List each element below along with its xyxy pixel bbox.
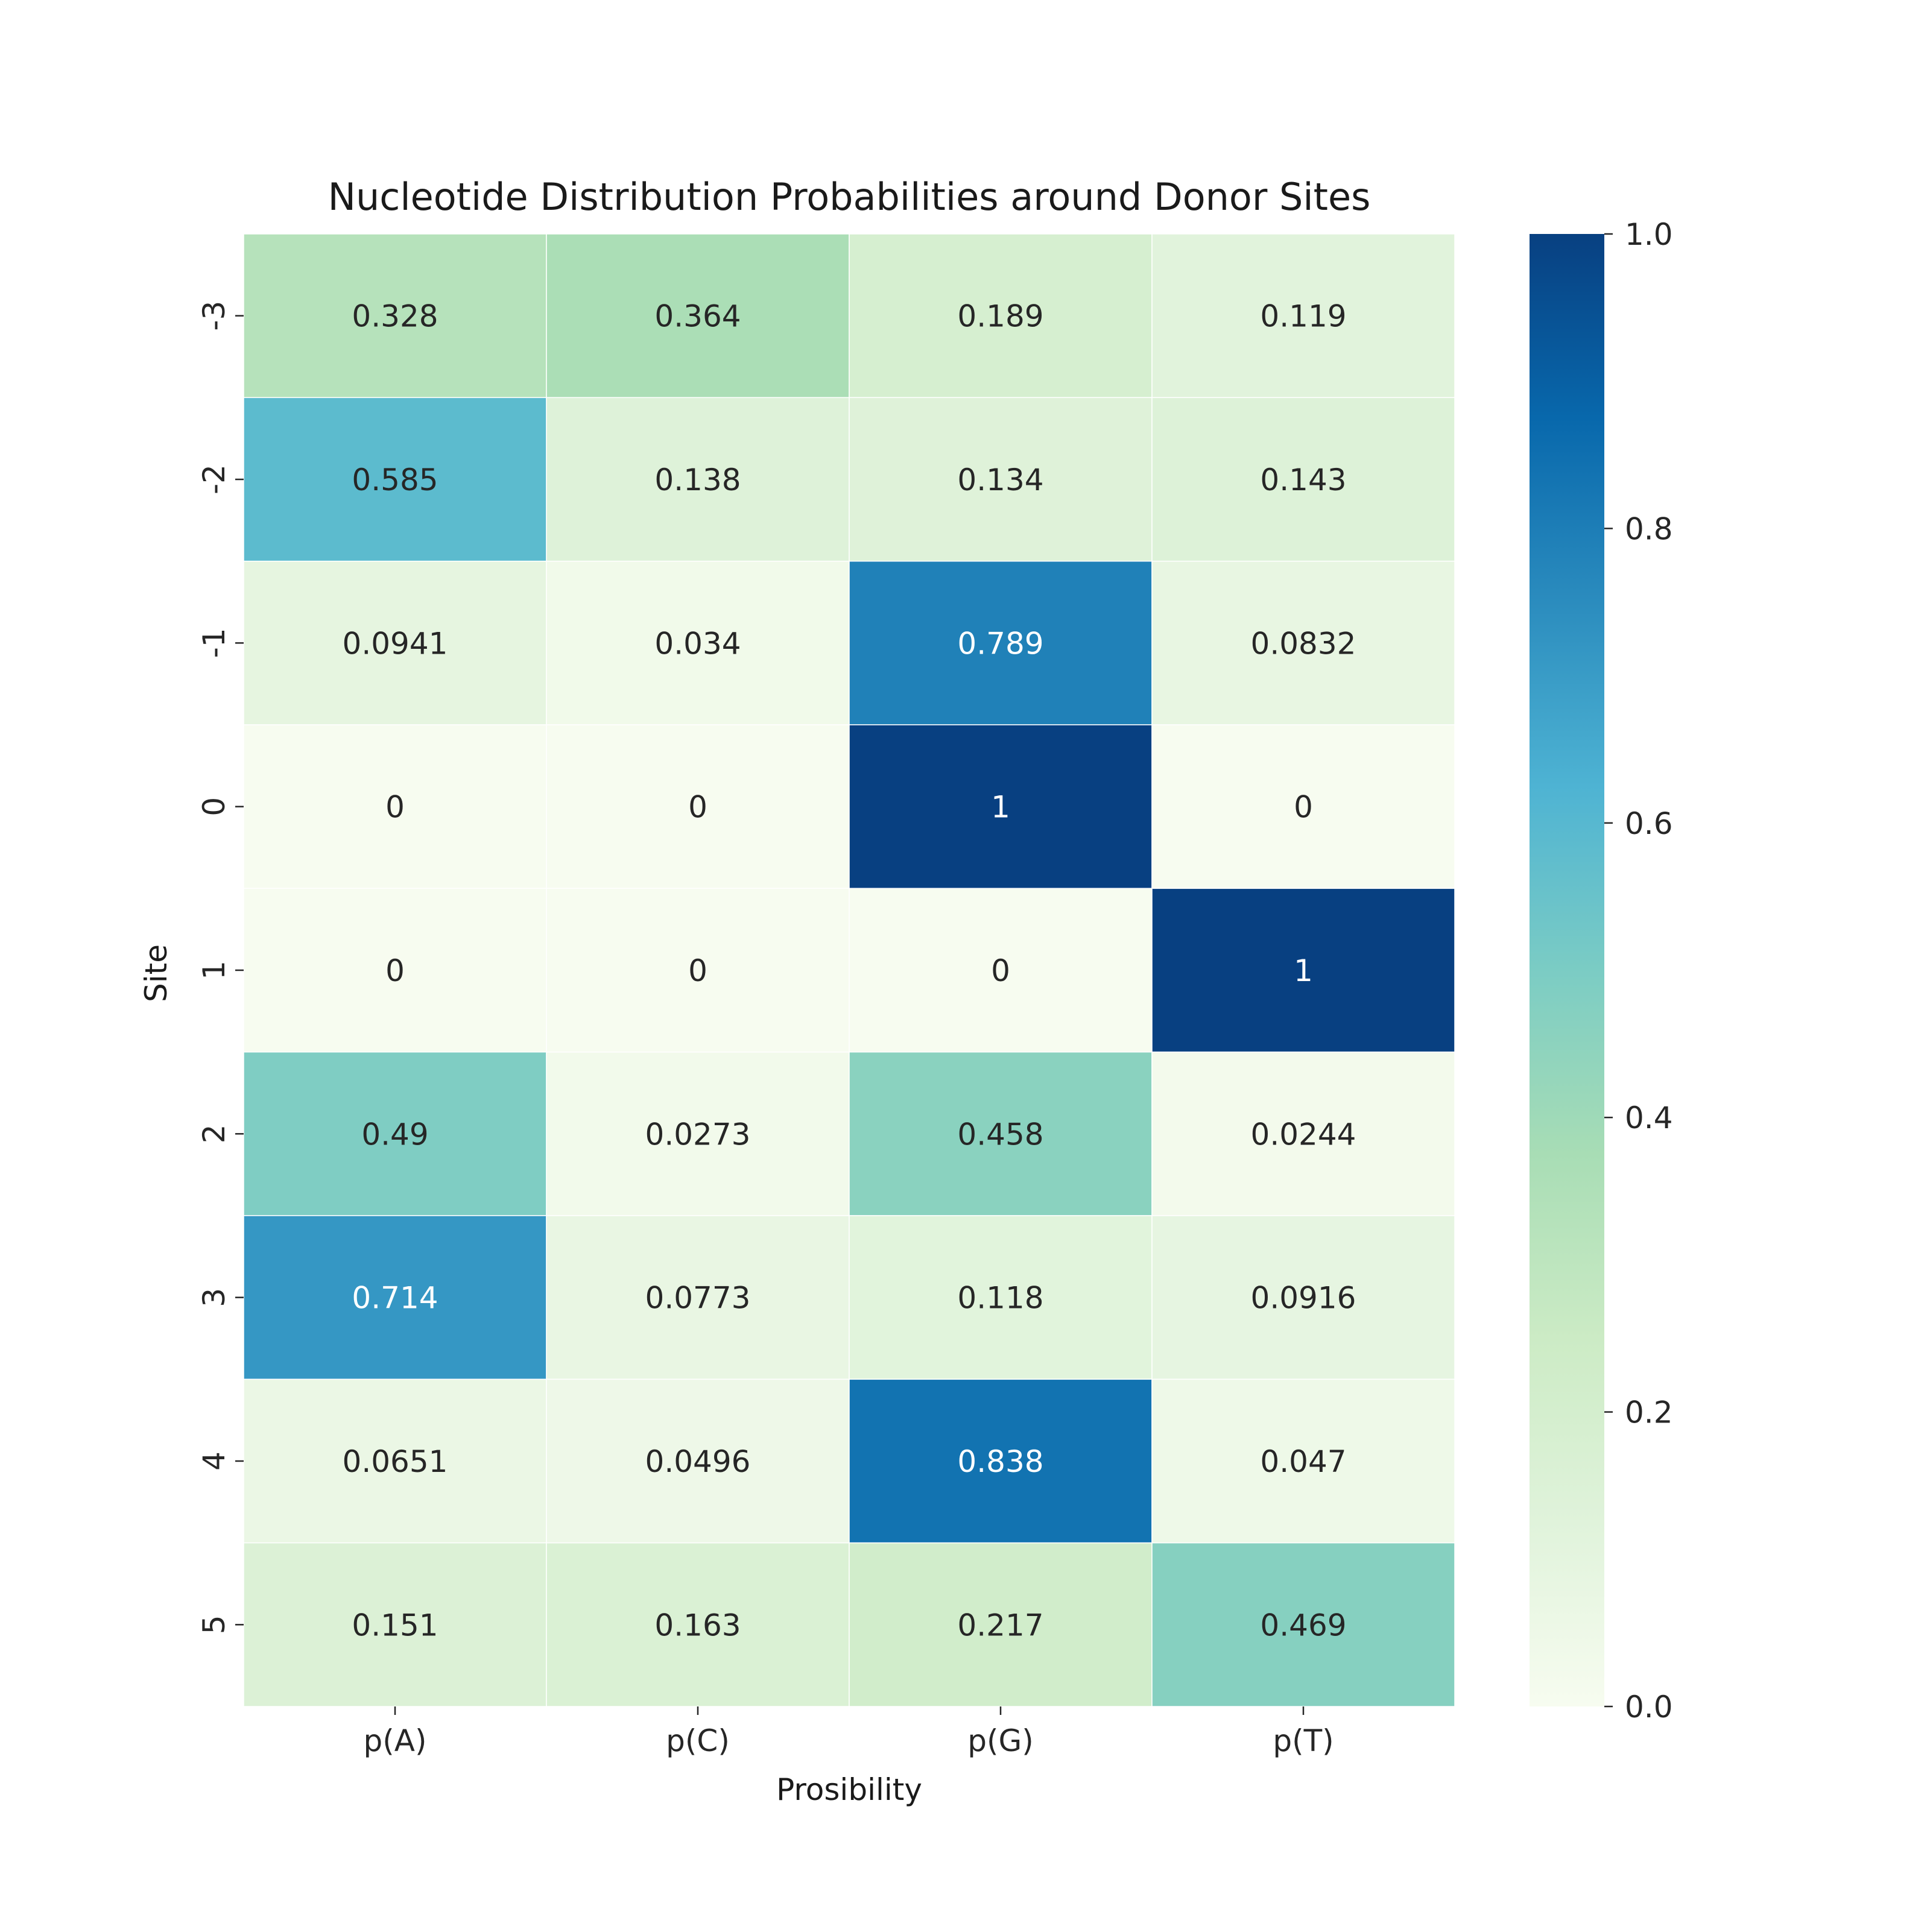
colorbar-tick-label: 0.0 (1625, 1690, 1673, 1725)
cell-value-label: 0.151 (352, 1608, 438, 1643)
heatmap-cells: 0.328 0.364 0.189 0.119 0.585 0.138 0.134 0.143… (243, 233, 1455, 1707)
colorbar-tick-label: 0.4 (1625, 1100, 1673, 1135)
heatmap-cell (243, 1378, 547, 1544)
cell-value-label: 0.585 (352, 462, 438, 497)
heatmap-cell (243, 1051, 547, 1216)
colorbar-tick-label: 0.8 (1625, 511, 1673, 546)
y-tick-label: -3 (197, 301, 232, 331)
cell-value-label: 0.0651 (343, 1444, 448, 1479)
heatmap-cell (1151, 1051, 1455, 1216)
cell-value-label: 0.328 (352, 299, 438, 334)
cell-value-label: 0.138 (654, 462, 741, 497)
heatmap-cell (849, 1542, 1153, 1707)
cell-value-label: 0 (1294, 790, 1313, 825)
heatmap-cell (1151, 397, 1455, 562)
heatmap-cell (546, 397, 850, 562)
cell-value-label: 1 (991, 790, 1010, 825)
cell-value-label: 0.134 (957, 462, 1043, 497)
cell-value-label: 0.0273 (645, 1117, 751, 1152)
y-tick-label: 2 (197, 1124, 232, 1143)
heatmap-cell (546, 724, 850, 889)
heatmap-cell (546, 1542, 850, 1707)
heatmap-cell (1151, 560, 1455, 725)
heatmap-cell (1151, 1542, 1455, 1707)
colorbar-tick-label: 1.0 (1625, 217, 1673, 252)
heatmap-cell (243, 1215, 547, 1380)
x-tick-label: p(G) (967, 1723, 1034, 1758)
y-tick-label: 0 (197, 797, 232, 816)
cell-value-label: 0.119 (1260, 299, 1346, 334)
heatmap-cell (243, 888, 547, 1053)
heatmap-cell (546, 233, 850, 399)
cell-value-label: 0.163 (654, 1608, 741, 1643)
colorbar-tick-label: 0.6 (1625, 806, 1673, 841)
heatmap-cell (1151, 888, 1455, 1053)
cell-value-label: 0.034 (654, 626, 741, 661)
y-tick-label: 4 (197, 1451, 232, 1471)
heatmap-cell (546, 888, 850, 1053)
cell-value-label: 0 (385, 953, 405, 988)
y-axis-label: Site (139, 944, 174, 1002)
y-tick-label: 1 (197, 961, 232, 980)
cell-value-label: 0.047 (1260, 1444, 1346, 1479)
cell-value-label: 0.458 (957, 1117, 1043, 1152)
cell-value-label: 0.189 (957, 299, 1043, 334)
cell-value-label: 1 (1294, 953, 1313, 988)
cell-value-label: 0.118 (957, 1281, 1043, 1316)
cell-value-label: 0.469 (1260, 1608, 1346, 1643)
heatmap-cell (546, 1051, 850, 1216)
heatmap-cell (849, 724, 1153, 889)
heatmap-cell (1151, 233, 1455, 399)
cell-value-label: 0.714 (352, 1281, 438, 1316)
x-tick-label: p(T) (1273, 1723, 1334, 1758)
y-tick-label: -1 (197, 628, 232, 658)
cell-value-label: 0.217 (957, 1608, 1043, 1643)
cell-value-label: 0.0773 (645, 1281, 751, 1316)
cell-value-label: 0.364 (654, 299, 741, 334)
colorbar-tick-label: 0.2 (1625, 1395, 1673, 1430)
heatmap-cell (849, 1215, 1153, 1380)
x-tick-label: p(C) (666, 1723, 730, 1758)
cell-value-label: 0.789 (957, 626, 1043, 661)
cell-value-label: 0.838 (957, 1444, 1043, 1479)
heatmap-cell (546, 560, 850, 725)
heatmap-cell (1151, 1215, 1455, 1380)
x-axis-label: Prosibility (776, 1772, 922, 1807)
x-axis: p(A) p(C) p(G) p(T) (364, 1706, 1334, 1758)
cell-value-label: 0.0941 (343, 626, 448, 661)
cell-value-label: 0.0496 (645, 1444, 751, 1479)
cell-value-label: 0.0832 (1251, 626, 1356, 661)
x-tick-label: p(A) (364, 1723, 427, 1758)
heatmap-cell (243, 724, 547, 889)
heatmap-cell (849, 1051, 1153, 1216)
heatmap-cell (243, 233, 547, 399)
cell-value-label: 0 (991, 953, 1010, 988)
heatmap-cell (849, 397, 1153, 562)
heatmap-cell (1151, 724, 1455, 889)
y-axis: -3 -2 -1 0 1 2 3 4 5 (197, 301, 244, 1634)
cell-value-label: 0 (688, 790, 707, 825)
heatmap-cell (243, 397, 547, 562)
cell-value-label: 0.0916 (1251, 1281, 1356, 1316)
y-tick-label: 3 (197, 1288, 232, 1307)
heatmap-cell (849, 233, 1153, 399)
heatmap-cell (546, 1215, 850, 1380)
cell-value-label: 0.143 (1260, 462, 1346, 497)
colorbar-gradient (1530, 234, 1604, 1706)
heatmap-cell (849, 1378, 1153, 1544)
cell-value-label: 0 (688, 953, 707, 988)
chart-title: Nucleotide Distribution Probabilities ar… (328, 175, 1371, 219)
heatmap-cell (849, 888, 1153, 1053)
y-tick-label: -2 (197, 464, 232, 494)
colorbar: 0.0 0.2 0.4 0.6 0.8 1.0 (1530, 217, 1673, 1725)
cell-value-label: 0 (385, 790, 405, 825)
y-tick-label: 5 (197, 1615, 232, 1634)
cell-value-label: 0.0244 (1251, 1117, 1356, 1152)
cell-value-label: 0.49 (361, 1117, 428, 1152)
